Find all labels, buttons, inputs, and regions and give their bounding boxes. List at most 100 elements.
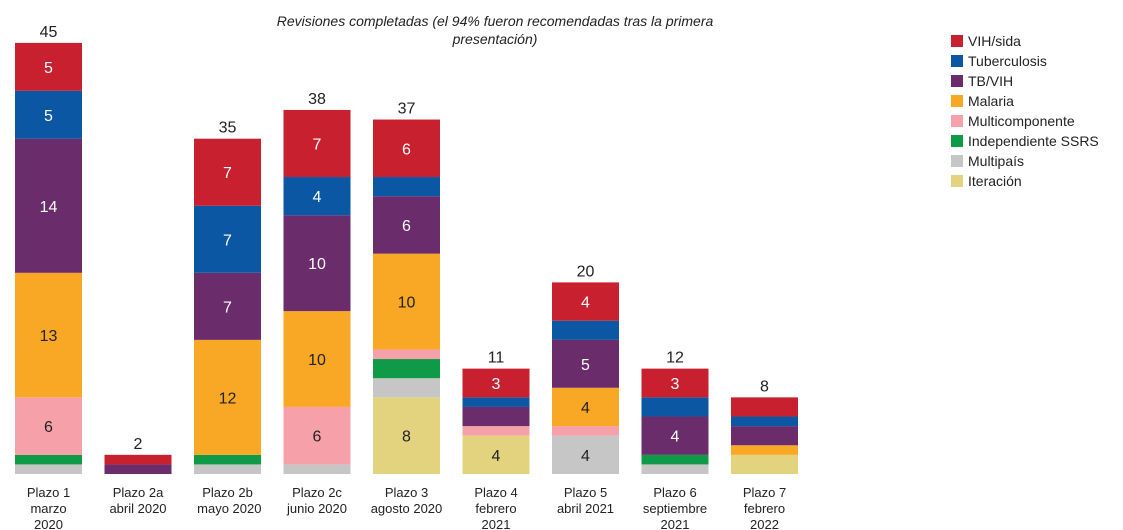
- bar-segment: [283, 406, 351, 465]
- bar-segment: [373, 253, 440, 350]
- total-label: 12: [666, 350, 684, 367]
- total-label: 11: [488, 350, 505, 367]
- segment-label: 6: [313, 429, 322, 446]
- bar-segment: [731, 445, 798, 455]
- bar-segment: [15, 464, 82, 474]
- bar-segment: [731, 454, 798, 474]
- segment-label: 12: [219, 390, 237, 407]
- bar-segment: [641, 464, 709, 474]
- segment-label: 4: [313, 189, 322, 206]
- segment-label: 5: [44, 108, 53, 125]
- bar-segment: [552, 339, 619, 388]
- total-label: 45: [40, 24, 58, 41]
- total-label: 2: [134, 436, 143, 453]
- segment-label: 4: [492, 448, 501, 465]
- x-tick-label: Plazo 4 febrero 2021: [474, 485, 517, 530]
- x-tick-label: Plazo 2c junio 2020: [286, 485, 347, 516]
- bar-segment: [15, 397, 82, 455]
- x-tick-label: Plazo 7 febrero 2022: [743, 485, 786, 530]
- segment-label: 5: [44, 60, 53, 77]
- segment-label: 3: [492, 376, 501, 393]
- bar-segment: [194, 138, 261, 206]
- bar-segment: [731, 397, 798, 417]
- bar-segment: [641, 368, 709, 398]
- bar-segment: [462, 368, 530, 398]
- segment-label: 3: [671, 376, 680, 393]
- bar-segment: [462, 406, 530, 427]
- segment-label: 7: [223, 165, 232, 182]
- segment-label: 4: [581, 400, 590, 417]
- bar-segment: [104, 454, 172, 465]
- segment-label: 4: [581, 448, 590, 465]
- total-label: 8: [760, 378, 769, 395]
- legend-label: Tuberculosis: [968, 53, 1047, 69]
- bar-segment: [552, 387, 619, 427]
- legend-swatch: [951, 35, 963, 47]
- bar-segment: [641, 454, 709, 465]
- legend-label: Multicomponente: [968, 113, 1075, 129]
- segment-label: 7: [223, 299, 232, 316]
- x-tick-label: Plazo 2a abril 2020: [109, 485, 166, 516]
- segment-label: 4: [581, 295, 590, 312]
- x-tick-label: Plazo 2b mayo 2020: [194, 485, 262, 516]
- total-label: 38: [308, 91, 326, 108]
- bar-segment: [731, 416, 798, 427]
- chart-title: Revisiones completadas (el 94% fueron re…: [276, 13, 714, 47]
- segment-label: 14: [40, 199, 58, 216]
- bar-segment: [641, 416, 709, 455]
- segment-label: 4: [671, 429, 680, 446]
- x-tick-label: Plazo 3 agosto 2020: [371, 485, 443, 516]
- bar-segment: [283, 177, 351, 216]
- segment-label: 6: [44, 419, 53, 436]
- legend-label: TB/VIH: [968, 73, 1013, 89]
- bar-segment: [373, 349, 440, 360]
- segment-label: 10: [308, 352, 326, 369]
- segment-label: 10: [398, 295, 416, 312]
- bar-segment: [731, 426, 798, 446]
- bar-segment: [462, 426, 530, 436]
- segment-label: 6: [402, 218, 411, 235]
- segment-label: 8: [402, 429, 411, 446]
- total-label: 20: [577, 263, 595, 280]
- bar-segment: [15, 454, 82, 465]
- bar-segment: [641, 397, 709, 417]
- legend-swatch: [951, 175, 963, 187]
- bar-segment: [15, 42, 82, 91]
- segment-label: 13: [40, 328, 58, 345]
- total-label: 35: [219, 120, 237, 137]
- bar-segment: [373, 397, 440, 474]
- bar-segment: [194, 272, 261, 340]
- bar-segment: [283, 215, 351, 312]
- bar-segment: [373, 119, 440, 178]
- bar-segment: [552, 435, 619, 474]
- x-tick-label: Plazo 1 marzo 2020: [27, 485, 70, 530]
- segment-label: 6: [402, 141, 411, 158]
- bar-segment: [373, 359, 440, 379]
- bar-segment: [283, 464, 351, 474]
- bar-segment: [373, 378, 440, 398]
- bar-segment: [462, 397, 530, 407]
- x-tick-label: Plazo 5 abril 2021: [557, 485, 614, 516]
- legend-swatch: [951, 95, 963, 107]
- bar-segment: [373, 196, 440, 254]
- segment-label: 7: [313, 136, 322, 153]
- legend-label: Iteración: [968, 173, 1022, 189]
- bar-segment: [552, 320, 619, 340]
- bar-segment: [552, 426, 619, 436]
- segment-label: 7: [223, 232, 232, 249]
- bar-segment: [194, 339, 261, 455]
- legend-label: VIH/sida: [968, 33, 1021, 49]
- legend-swatch: [951, 55, 963, 67]
- bar-segment: [15, 272, 82, 398]
- x-tick-label: Plazo 6 septiembre 2021: [643, 485, 707, 530]
- bar-segment: [373, 177, 440, 197]
- legend-swatch: [951, 135, 963, 147]
- bar-segment: [552, 282, 619, 321]
- segment-label: 10: [308, 256, 326, 273]
- legend-swatch: [951, 115, 963, 127]
- bar-segment: [194, 464, 261, 474]
- bar-segment: [15, 90, 82, 139]
- bar-segment: [104, 464, 172, 474]
- bar-segment: [194, 454, 261, 465]
